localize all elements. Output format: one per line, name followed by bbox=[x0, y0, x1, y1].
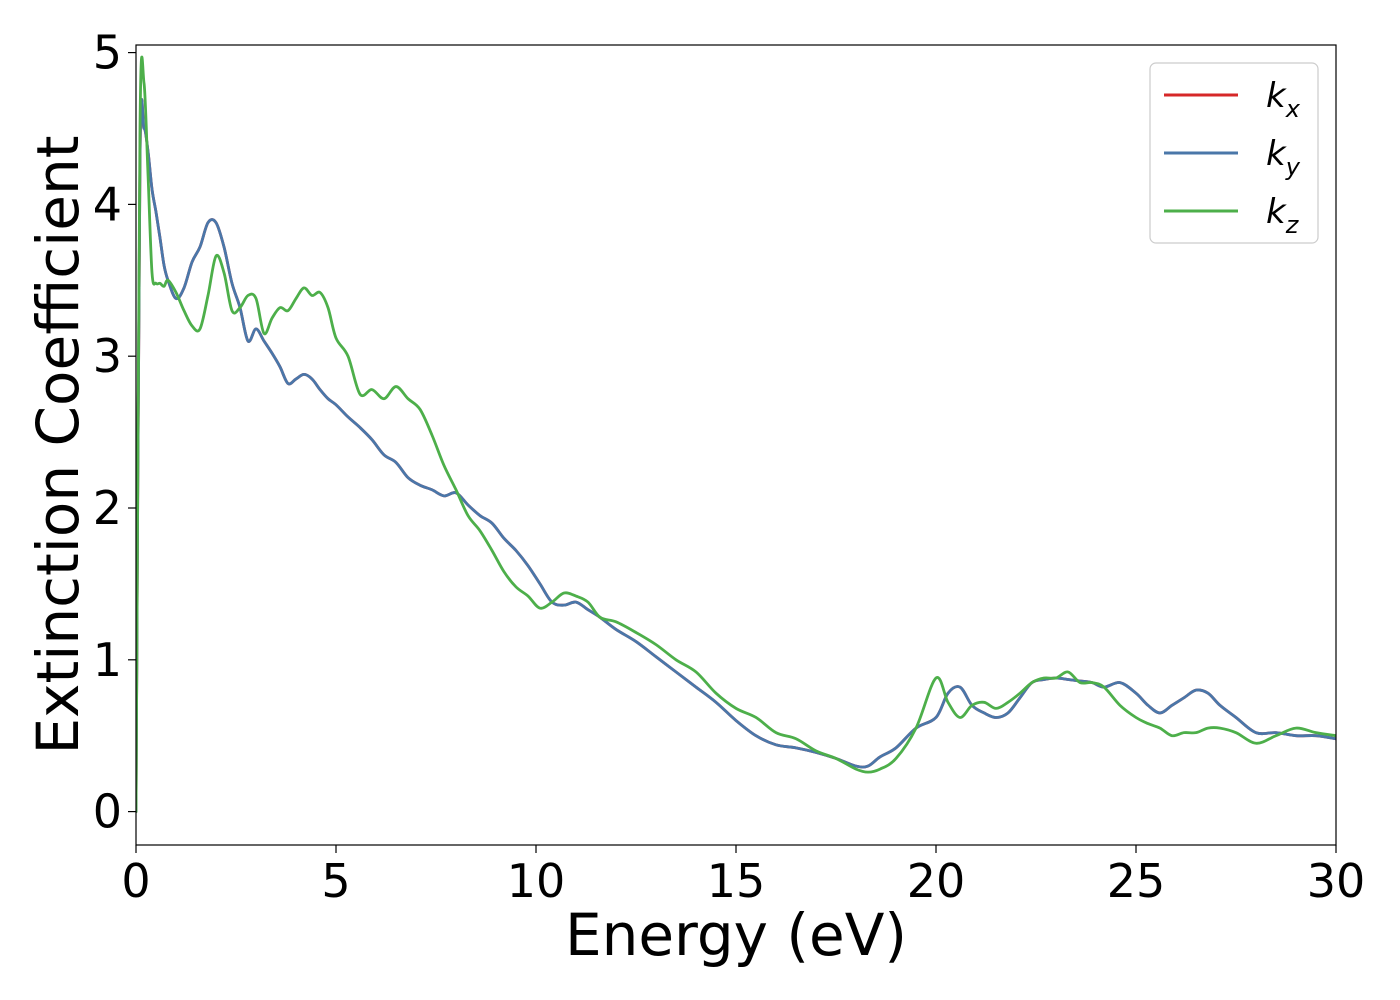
series-layer bbox=[136, 55, 1336, 813]
legend-label-kx: kx bbox=[1266, 76, 1301, 123]
y-tick-label: 2 bbox=[93, 481, 122, 535]
series-line-ky bbox=[136, 97, 1336, 813]
x-tick-label: 15 bbox=[707, 854, 766, 908]
series-line-kz bbox=[136, 55, 1336, 813]
legend-label-kz: kz bbox=[1266, 192, 1300, 239]
x-tick-label: 20 bbox=[907, 854, 966, 908]
y-axis-title: Extinction Coefficient bbox=[24, 136, 92, 755]
y-tick-label: 0 bbox=[93, 785, 122, 839]
y-axis: 0 1 2 3 4 5 bbox=[93, 26, 136, 839]
x-axis: 0 5 10 15 20 25 30 bbox=[121, 845, 1365, 908]
x-tick-label: 5 bbox=[321, 854, 350, 908]
x-tick-label: 10 bbox=[507, 854, 566, 908]
x-axis-title: Energy (eV) bbox=[565, 901, 907, 969]
legend-label-ky: ky bbox=[1266, 134, 1301, 181]
x-tick-label: 0 bbox=[121, 854, 150, 908]
x-tick-label: 25 bbox=[1107, 854, 1166, 908]
legend: kx ky kz bbox=[1149, 62, 1319, 244]
x-tick-label: 30 bbox=[1307, 854, 1366, 908]
y-tick-label: 5 bbox=[93, 26, 122, 80]
y-tick-label: 4 bbox=[93, 177, 122, 231]
y-tick-label: 3 bbox=[93, 329, 122, 383]
y-tick-label: 1 bbox=[93, 633, 122, 687]
